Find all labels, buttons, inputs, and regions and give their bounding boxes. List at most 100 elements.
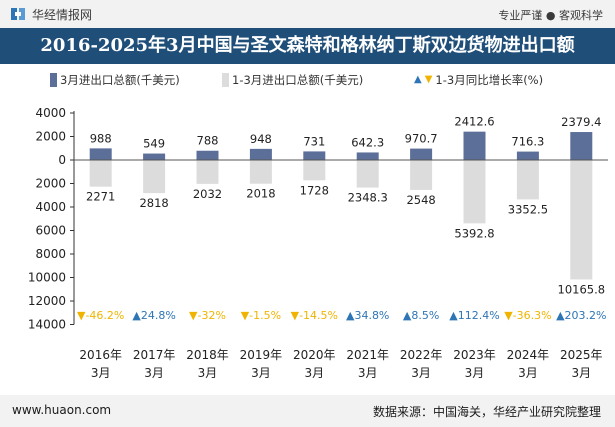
x-tick-label-year: 2021年 (346, 348, 389, 362)
x-tick-label-year: 2017年 (133, 348, 176, 362)
y-tick-label: 2000 (35, 177, 66, 191)
slogan: 专业严谨 ● 客观科学 (498, 9, 603, 22)
bar-cumulative (196, 160, 219, 184)
x-tick-label-month: 3月 (304, 366, 324, 380)
y-tick-label: 10000 (28, 271, 66, 285)
website-url: www.huaon.com (12, 403, 112, 417)
legend-item-growth: ▲ ▼ 1-3月同比增长率(%) (414, 73, 543, 87)
bar-march-label: 549 (143, 137, 165, 151)
legend-item-cumulative: 1-3月进出口总额(千美元) (222, 73, 363, 87)
bar-march-label: 2379.4 (561, 115, 601, 129)
bar-cumulative (516, 160, 539, 200)
x-tick-label-month: 3月 (518, 366, 538, 380)
bar-cumulative-label: 2018 (246, 187, 275, 201)
bar-march-label: 988 (90, 131, 112, 145)
x-tick-label-year: 2022年 (400, 348, 443, 362)
x-tick-label-year: 2018年 (186, 348, 229, 362)
top-bar: 华经情报网 专业严谨 ● 客观科学 (0, 0, 615, 28)
bar-cumulative-label: 3352.5 (508, 202, 548, 216)
triangle-down-icon: ▼ (424, 74, 433, 85)
bar-march (356, 152, 379, 160)
x-tick-label-month: 3月 (465, 366, 485, 380)
bar-march-label: 642.3 (351, 135, 384, 149)
bar-cumulative (570, 160, 593, 280)
x-tick-label-month: 3月 (411, 366, 431, 380)
data-source: 数据来源：中国海关，华经产业研究院整理 (372, 405, 601, 419)
x-tick-label-month: 3月 (571, 366, 591, 380)
legend-label-growth: 1-3月同比增长率(%) (435, 73, 544, 87)
x-tick-label-year: 2023年 (453, 348, 496, 362)
bar-cumulative (89, 160, 112, 187)
x-tick-label-month: 3月 (358, 366, 378, 380)
growth-rate-label: ▼-36.3% (504, 309, 551, 322)
bar-march (410, 148, 433, 160)
bar-march-label: 731 (303, 134, 325, 148)
bar-cumulative-label: 1728 (300, 183, 329, 197)
y-tick-label: 4000 (35, 106, 66, 120)
bar-cumulative-label: 2818 (139, 196, 168, 210)
growth-rate-label: ▲24.8% (132, 309, 175, 322)
x-tick-label-year: 2025年 (560, 348, 603, 362)
x-tick-label-month: 3月 (91, 366, 111, 380)
bar-cumulative-label: 10165.8 (558, 282, 606, 296)
bar-march (303, 151, 326, 160)
bar-march-label: 970.7 (405, 132, 438, 146)
y-tick-label: 6000 (35, 224, 66, 238)
x-tick-label-year: 2016年 (79, 348, 122, 362)
growth-rate-label: ▼-14.5% (291, 309, 338, 322)
x-tick-label-year: 2019年 (240, 348, 283, 362)
growth-rate-label: ▲8.5% (403, 309, 439, 322)
bar-cumulative-label: 2032 (193, 187, 222, 201)
y-tick-label: 8000 (35, 247, 66, 261)
legend-label-march: 3月进出口总额(千美元) (60, 73, 180, 87)
bar-march-label: 716.3 (511, 135, 544, 149)
legend-swatch-light (222, 73, 229, 87)
bar-march (516, 151, 539, 160)
bar-cumulative-label: 2548 (406, 193, 435, 207)
x-tick-label-year: 2020年 (293, 348, 336, 362)
triangle-up-icon: ▲ (414, 74, 422, 85)
growth-rate-label: ▼-32% (189, 309, 226, 322)
x-tick-label-month: 3月 (198, 366, 218, 380)
chart-title: 2016-2025年3月中国与圣文森特和格林纳丁斯双边货物进出口额 (0, 28, 615, 64)
legend-item-march: 3月进出口总额(千美元) (50, 73, 180, 87)
bar-cumulative (463, 160, 486, 224)
bar-chart: 4000 2000 0 2000 4000 6000 8000 10000 12000 14000… (28, 106, 608, 380)
footer: www.huaon.com 数据来源：中国海关，华经产业研究院整理 (0, 395, 615, 427)
y-tick-label: 0 (58, 153, 66, 167)
huajing-logo-icon (11, 8, 25, 20)
x-tick-label-month: 3月 (251, 366, 271, 380)
bar-cumulative-label: 5392.8 (454, 226, 494, 240)
legend-label-cumulative: 1-3月进出口总额(千美元) (232, 73, 364, 87)
bar-cumulative (249, 160, 272, 184)
bar-march (570, 132, 593, 160)
bar-march (463, 131, 486, 160)
growth-rate-label: ▲112.4% (449, 309, 499, 322)
bar-cumulative (303, 160, 326, 181)
y-tick-label: 12000 (28, 294, 66, 308)
bar-cumulative (143, 160, 166, 194)
growth-rate-label: ▲34.8% (346, 309, 389, 322)
bar-march (249, 148, 272, 160)
growth-rate-label: ▼-1.5% (241, 309, 281, 322)
growth-rate-label: ▼-46.2% (77, 309, 124, 322)
bar-march (196, 150, 219, 160)
bar-march-label: 2412.6 (454, 115, 494, 129)
bar-march-label: 948 (250, 132, 272, 146)
bar-cumulative (410, 160, 433, 190)
legend: 3月进出口总额(千美元) 1-3月进出口总额(千美元) ▲ ▼ 1-3月同比增长率(… (0, 70, 615, 90)
y-tick-label: 4000 (35, 200, 66, 214)
y-tick-label: 14000 (28, 318, 66, 332)
bar-march (143, 153, 166, 160)
bar-cumulative-label: 2348.3 (348, 191, 388, 205)
bar-cumulative-label: 2271 (86, 190, 115, 204)
x-tick-label-year: 2024年 (507, 348, 550, 362)
bar-march (89, 148, 112, 160)
x-tick-label-month: 3月 (144, 366, 164, 380)
bar-cumulative (356, 160, 379, 188)
brand-name: 华经情报网 (32, 8, 93, 22)
bar-march-label: 788 (197, 134, 219, 148)
y-tick-label: 2000 (35, 130, 66, 144)
legend-swatch-dark (50, 73, 57, 87)
growth-rate-label: ▲203.2% (556, 309, 606, 322)
